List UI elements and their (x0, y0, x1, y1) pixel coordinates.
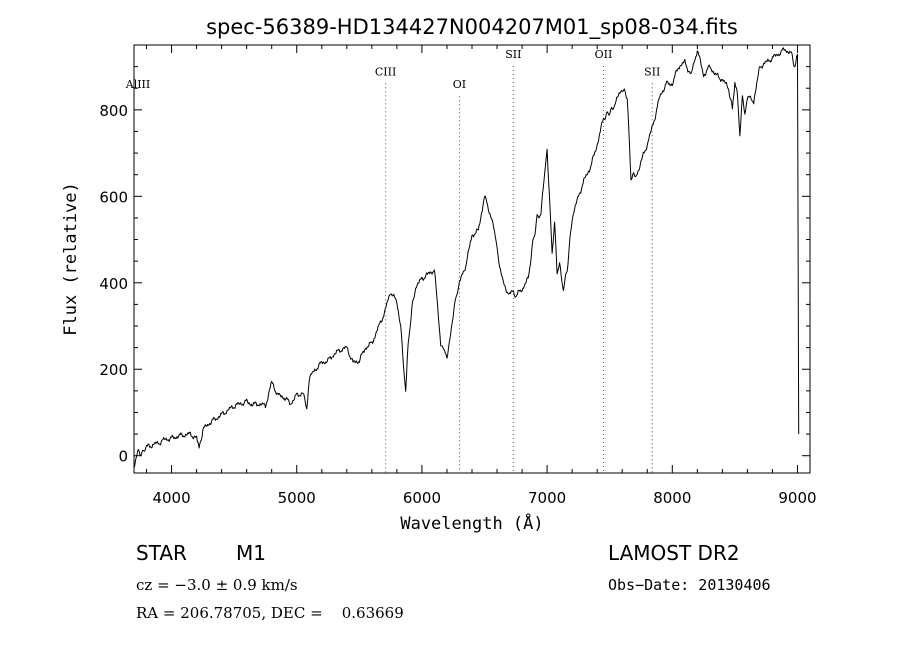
y-tick-label: 200 (99, 361, 128, 379)
plot-frame (133, 44, 811, 474)
spectral-line-label: AlIII (125, 78, 151, 91)
object-class-label: STAR (136, 541, 187, 565)
y-axis-label: Flux (relative) (61, 182, 81, 336)
coordinates-label: RA = 206.78705, DEC = 0.63669 (136, 604, 404, 622)
object-subclass-label: M1 (236, 541, 266, 565)
redshift-velocity-label: cz = −3.0 ± 0.9 km/s (136, 576, 298, 594)
spectral-line-label: SII (644, 65, 660, 78)
x-tick-label: 9000 (778, 489, 816, 507)
observation-date-label: Obs−Date: 20130406 (608, 576, 771, 594)
y-tick-label: 0 (118, 448, 128, 466)
survey-label: LAMOST DR2 (608, 541, 740, 565)
spectral-line-label: SII (505, 48, 521, 61)
y-tick-label: 600 (99, 188, 128, 206)
spectral-line-label: OI (453, 78, 466, 91)
x-tick-label: 5000 (278, 489, 316, 507)
x-tick-label: 7000 (528, 489, 566, 507)
spectrum-line (133, 47, 800, 469)
spectral-line-label: CIII (375, 65, 396, 78)
x-tick-label: 8000 (653, 489, 691, 507)
y-tick-label: 400 (99, 275, 128, 293)
spectral-line-label: OII (595, 48, 613, 61)
chart-title: spec-56389-HD134427N004207M01_sp08-034.f… (206, 15, 738, 40)
y-tick-label: 800 (99, 102, 128, 120)
x-axis-label: Wavelength (Å) (400, 512, 543, 534)
x-tick-label: 6000 (403, 489, 441, 507)
x-tick-label: 4000 (152, 489, 190, 507)
